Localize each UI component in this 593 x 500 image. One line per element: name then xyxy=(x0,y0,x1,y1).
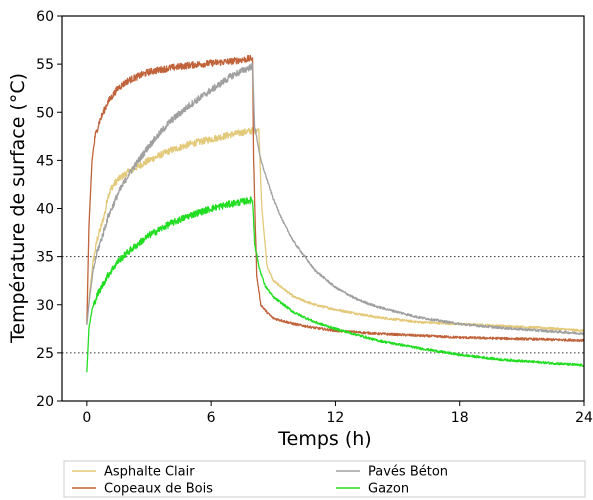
y-tick-label: 45 xyxy=(36,153,54,169)
y-axis: 20 25 30 35 40 45 50 55 60 xyxy=(36,9,62,410)
series-line-2 xyxy=(86,62,585,336)
legend-label: Pavés Béton xyxy=(368,465,448,480)
x-tick-label: 18 xyxy=(451,410,469,426)
legend-label: Gazon xyxy=(368,482,409,497)
y-tick-label: 40 xyxy=(36,202,54,218)
y-tick-label: 55 xyxy=(36,57,54,73)
series-line-1 xyxy=(86,54,585,343)
y-tick-label: 25 xyxy=(36,346,54,362)
y-tick-label: 60 xyxy=(36,9,54,25)
y-axis-label: Température de surface (°C) xyxy=(7,73,29,344)
x-axis: 0 6 12 18 24 xyxy=(82,401,593,426)
series-lines xyxy=(86,54,585,373)
legend-box xyxy=(63,460,586,498)
reference-lines xyxy=(62,256,584,354)
legend-label: Copeaux de Bois xyxy=(104,482,213,497)
y-tick-label: 20 xyxy=(36,394,54,410)
legend: Asphalte Clair Copeaux de Bois Pavés Béton… xyxy=(63,460,586,498)
series-line-0 xyxy=(86,126,585,333)
y-tick-label: 30 xyxy=(36,298,54,314)
x-tick-label: 12 xyxy=(327,410,345,426)
x-axis-label: Temps (h) xyxy=(277,428,371,450)
legend-label: Asphalte Clair xyxy=(104,465,195,480)
series-line-3 xyxy=(86,196,585,373)
y-tick-label: 35 xyxy=(36,250,54,266)
x-tick-label: 0 xyxy=(82,410,91,426)
x-tick-label: 24 xyxy=(575,410,593,426)
y-tick-label: 50 xyxy=(36,105,54,121)
x-tick-label: 6 xyxy=(207,410,216,426)
